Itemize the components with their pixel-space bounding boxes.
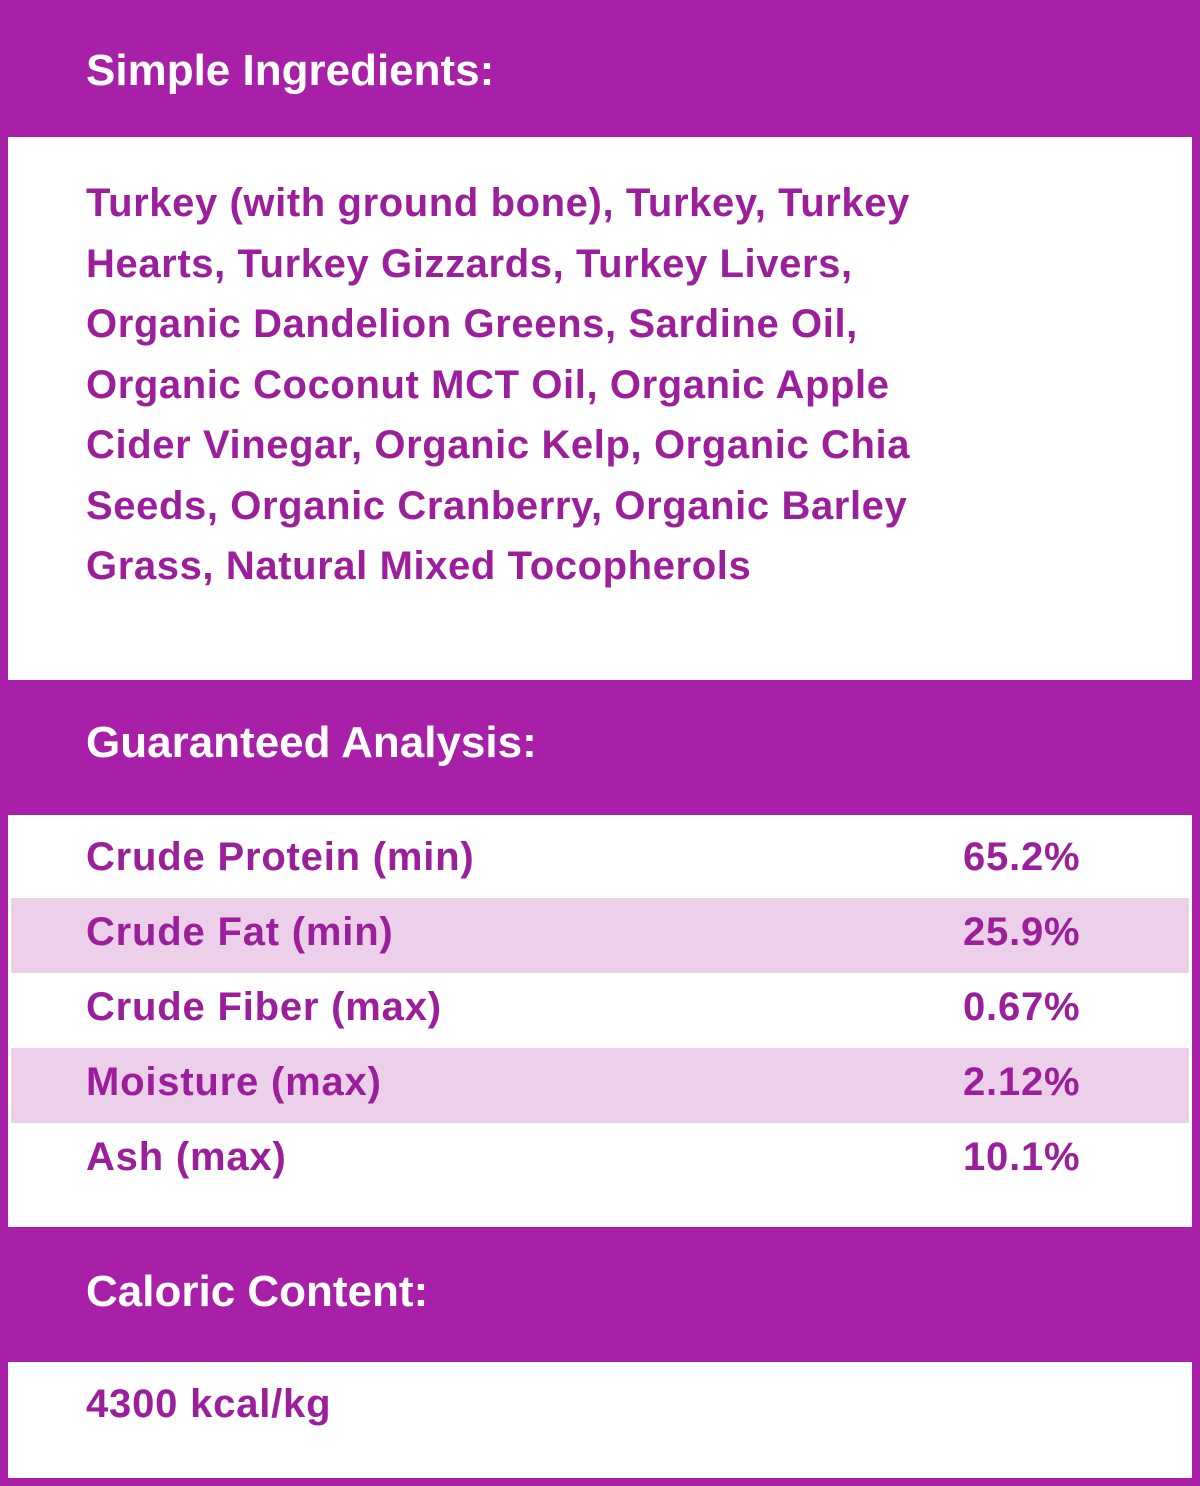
caloric-value: 4300 kcal/kg [86, 1382, 332, 1426]
ingredients-line: Grass, Natural Mixed Tocopherols [86, 544, 752, 588]
analysis-value: 0.67% [963, 985, 1081, 1029]
analysis-label: Ash (max) [86, 1135, 287, 1179]
ingredients-line: Organic Coconut MCT Oil, Organic Apple [86, 362, 890, 407]
ingredients-line: Seeds, Organic Cranberry, Organic Barley [86, 483, 908, 528]
analysis-value: 10.1% [963, 1135, 1081, 1179]
analysis-value: 25.9% [963, 910, 1081, 954]
ingredients-panel: Turkey (with ground bone), Turkey, Turke… [8, 137, 1192, 680]
analysis-title: Guaranteed Analysis: [86, 718, 537, 767]
ingredients-header: Simple Ingredients: [0, 0, 1200, 137]
caloric-header: Caloric Content: [0, 1227, 1200, 1362]
ingredients-line: Organic Dandelion Greens, Sardine Oil, [86, 302, 858, 346]
analysis-row: Moisture (max) 2.12% [11, 1048, 1189, 1123]
analysis-label: Crude Fat (min) [86, 910, 394, 954]
ingredients-title: Simple Ingredients: [86, 46, 495, 95]
analysis-label: Crude Protein (min) [86, 835, 475, 879]
analysis-row: Crude Protein (min) 65.2% [11, 823, 1189, 898]
analysis-value: 2.12% [963, 1060, 1081, 1104]
analysis-label: Crude Fiber (max) [86, 985, 442, 1029]
analysis-panel: Crude Protein (min) 65.2% Crude Fat (min)… [8, 815, 1192, 1227]
analysis-label: Moisture (max) [86, 1060, 382, 1104]
ingredients-line: Turkey (with ground bone), Turkey, Turke… [86, 181, 910, 225]
ingredients-line: Cider Vinegar, Organic Kelp, Organic Chi… [86, 423, 911, 467]
ingredients-line: Hearts, Turkey Gizzards, Turkey Livers, [86, 241, 853, 286]
caloric-title: Caloric Content: [86, 1267, 429, 1316]
analysis-row: Crude Fat (min) 25.9% [11, 898, 1189, 973]
analysis-value: 65.2% [963, 835, 1081, 879]
analysis-row: Crude Fiber (max) 0.67% [11, 973, 1189, 1048]
analysis-row: Ash (max) 10.1% [11, 1123, 1189, 1198]
caloric-panel: 4300 kcal/kg [8, 1362, 1192, 1478]
analysis-header: Guaranteed Analysis: [0, 680, 1200, 815]
ingredients-list: Turkey (with ground bone), Turkey, Turke… [86, 173, 910, 597]
